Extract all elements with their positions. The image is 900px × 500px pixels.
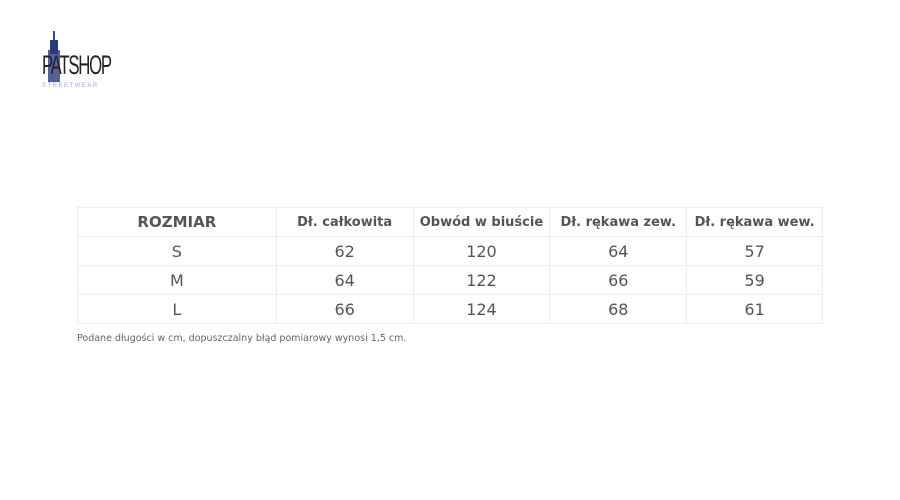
table-row: M 64 122 66 59 (77, 265, 823, 295)
logo-text: PATSHOP (42, 50, 112, 80)
header-size: ROZMIAR (77, 207, 277, 237)
cell: 59 (686, 265, 823, 295)
cell: 64 (549, 236, 688, 266)
cell: L (77, 294, 277, 324)
table-header-row: ROZMIAR Dł. całkowita Obwód w biuście Dł… (77, 207, 823, 237)
cell: S (77, 236, 277, 266)
skyscraper-icon (48, 31, 60, 82)
cell: 62 (275, 236, 414, 266)
logo-subtitle: STREETWEAR (42, 83, 99, 89)
size-table: ROZMIAR Dł. całkowita Obwód w biuście Dł… (77, 207, 823, 324)
cell: 122 (412, 265, 551, 295)
cell: M (77, 265, 277, 295)
measurement-note: Podane długości w cm, dopuszczalny błąd … (77, 333, 407, 344)
cell: 124 (412, 294, 551, 324)
logo[interactable]: PATSHOP STREETWEAR (40, 28, 116, 94)
cell: 64 (275, 265, 414, 295)
cell: 66 (275, 294, 414, 324)
cell: 66 (549, 265, 688, 295)
header-sleeve-outer: Dł. rękawa zew. (549, 207, 688, 237)
header-sleeve-inner: Dł. rękawa wew. (686, 207, 823, 237)
table-row: L 66 124 68 61 (77, 294, 823, 324)
cell: 61 (686, 294, 823, 324)
cell: 120 (412, 236, 551, 266)
cell: 57 (686, 236, 823, 266)
header-length: Dł. całkowita (275, 207, 414, 237)
header-chest: Obwód w biuście (412, 207, 551, 237)
table-row: S 62 120 64 57 (77, 236, 823, 266)
cell: 68 (549, 294, 688, 324)
